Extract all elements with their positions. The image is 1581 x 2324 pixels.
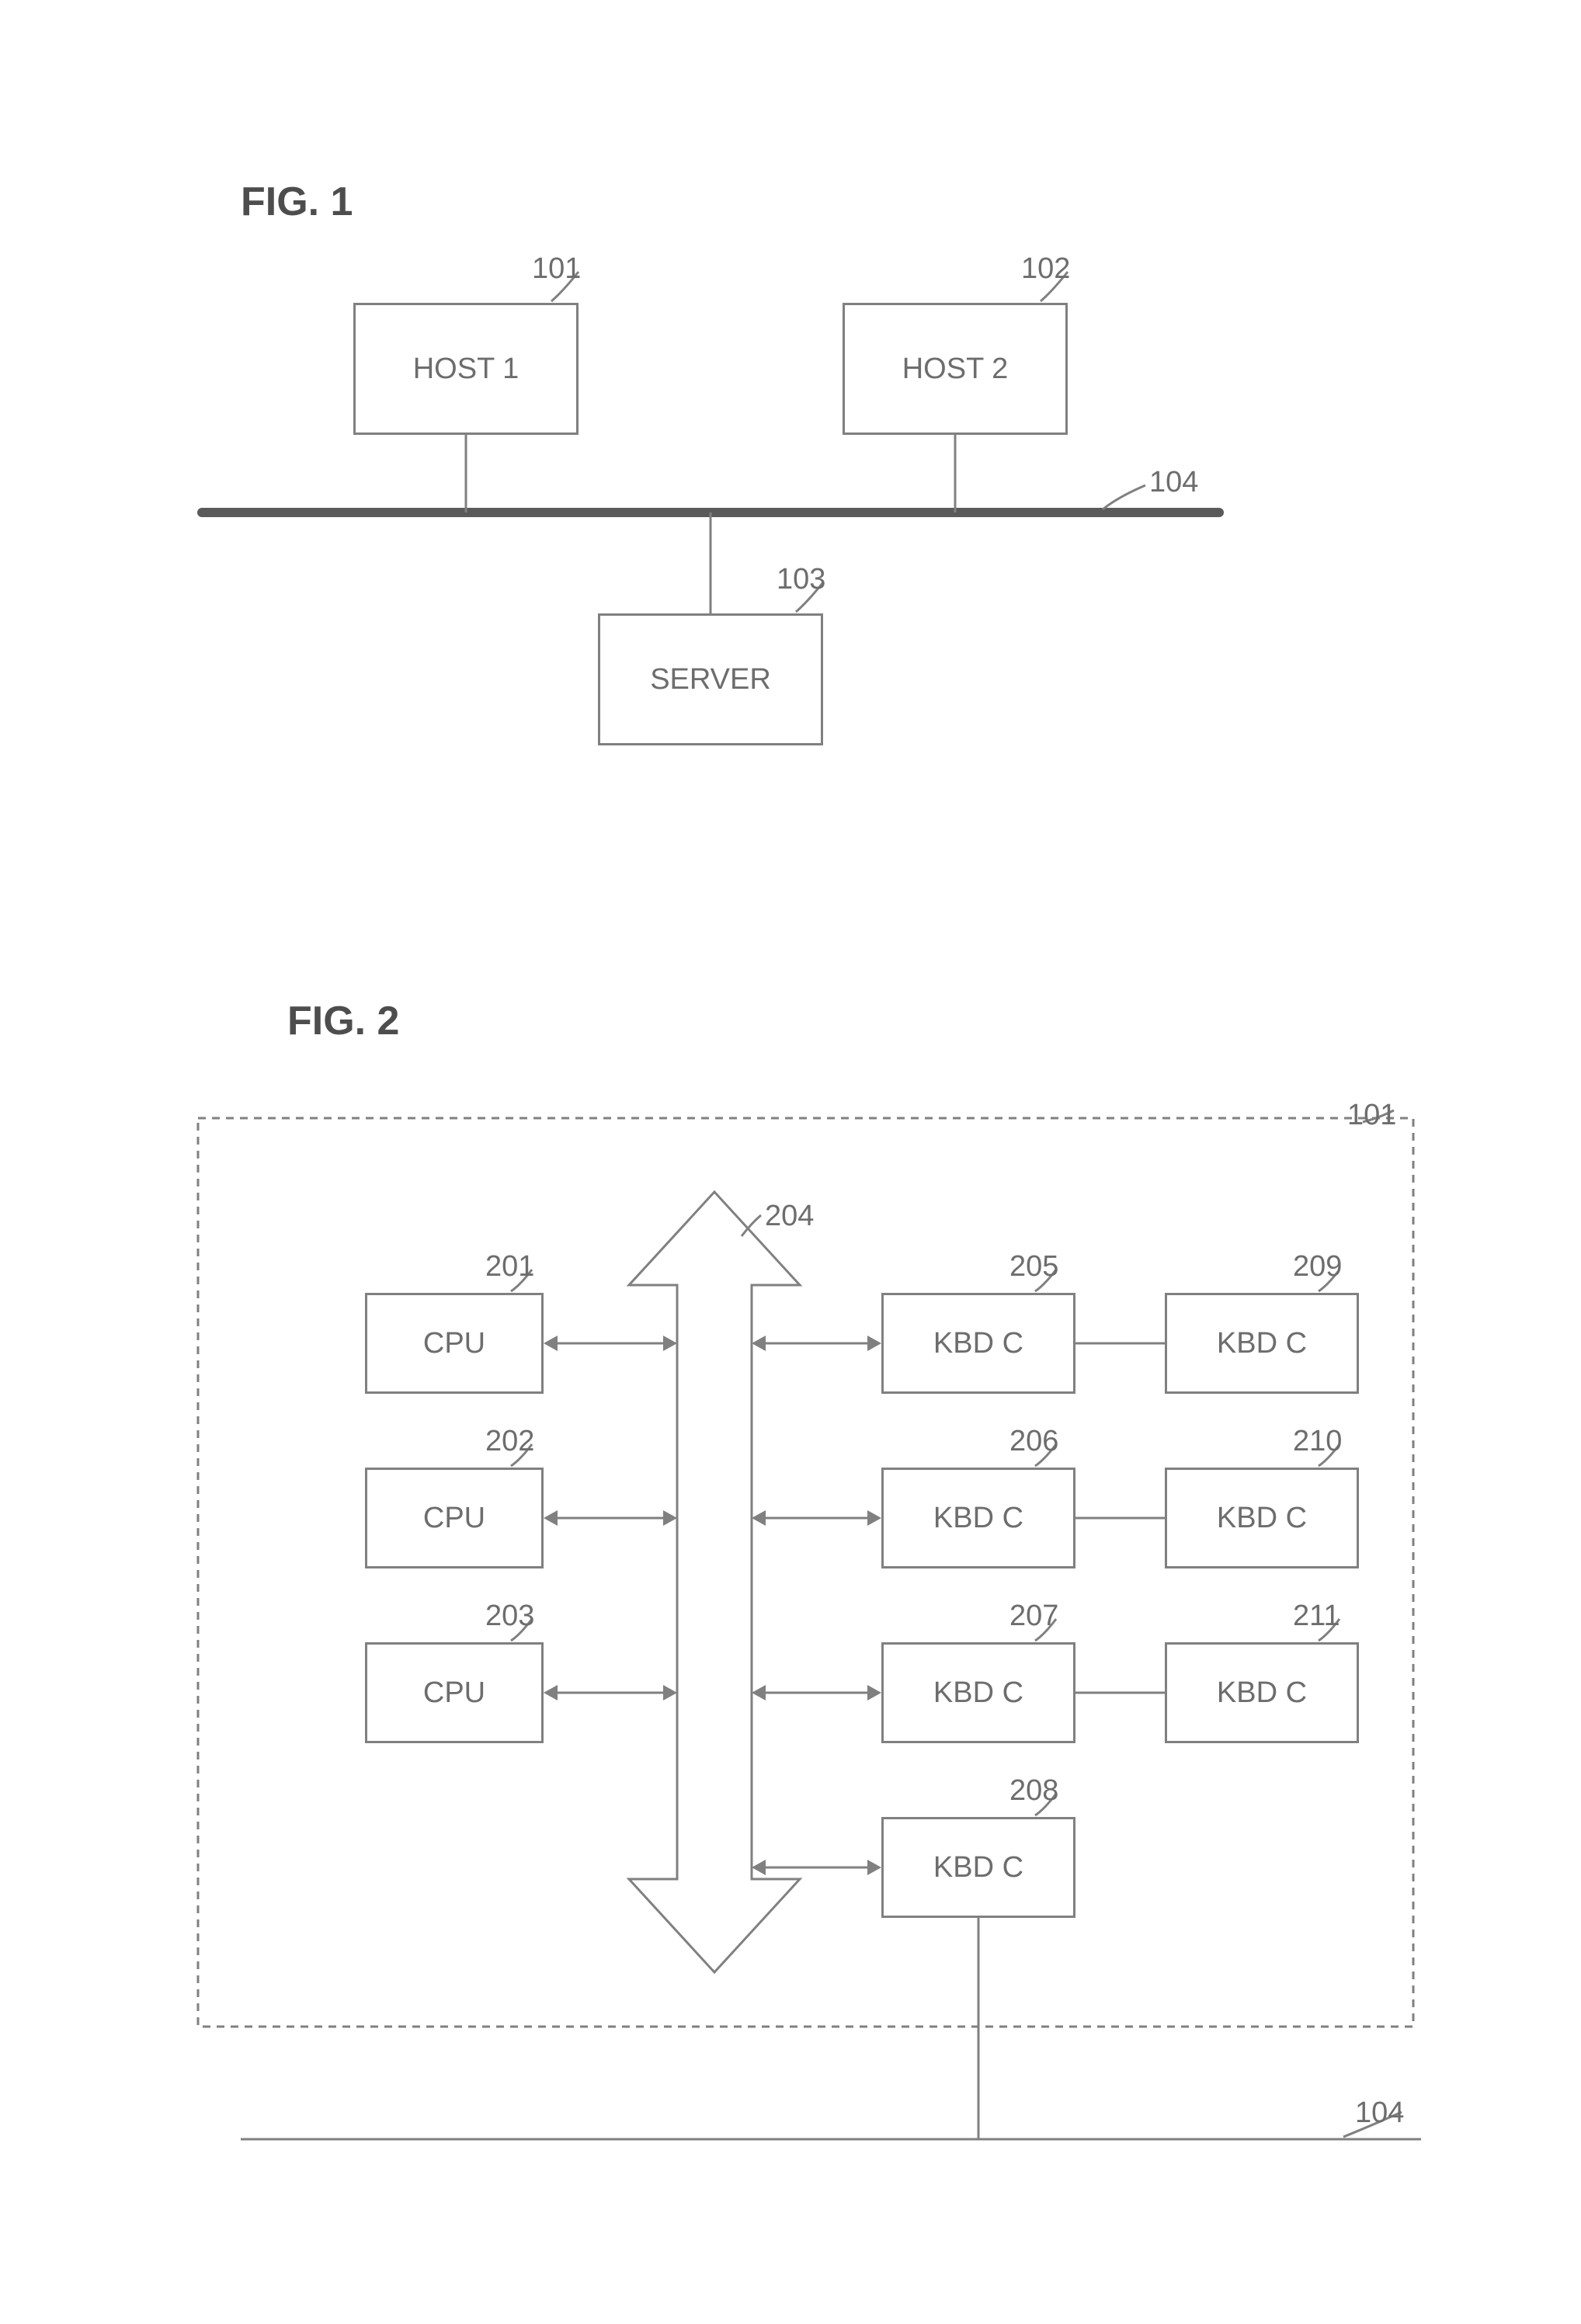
fig2-ref-203: 203 — [485, 1600, 534, 1633]
fig1-ref-104: 104 — [1149, 466, 1198, 499]
fig2-box-kbdc3: KBD C — [881, 1642, 1075, 1743]
fig1-ref-101: 101 — [532, 252, 581, 286]
fig2-ref-207: 207 — [1009, 1600, 1058, 1633]
fig2-box-kbdc6: KBD C — [1165, 1468, 1359, 1568]
diagram-svg — [0, 0, 1581, 2324]
fig2-title: FIG. 2 — [287, 998, 399, 1044]
fig2-box-kbdc2: KBD C — [881, 1468, 1075, 1568]
fig2-box-cpu1: CPU — [365, 1293, 544, 1394]
fig2-box-cpu3: CPU — [365, 1642, 544, 1743]
fig2-ref-204: 204 — [765, 1200, 814, 1233]
fig2-box-cpu2: CPU — [365, 1468, 544, 1568]
fig2-box-kbdc4: KBD C — [881, 1817, 1075, 1918]
fig2-ref-211: 211 — [1293, 1600, 1340, 1633]
fig1-title: FIG. 1 — [241, 179, 353, 225]
fig1-ref-103: 103 — [777, 563, 825, 596]
fig2-box-kbdc1: KBD C — [881, 1293, 1075, 1394]
fig2-ref-210: 210 — [1293, 1425, 1342, 1458]
fig2-box-kbdc5: KBD C — [1165, 1293, 1359, 1394]
fig2-box-kbdc7: KBD C — [1165, 1642, 1359, 1743]
fig2-ref-202: 202 — [485, 1425, 534, 1458]
fig2-ref-104: 104 — [1355, 2096, 1404, 2130]
fig1-box-host2: HOST 2 — [843, 303, 1068, 435]
fig2-ref-208: 208 — [1009, 1774, 1058, 1808]
fig1-box-server: SERVER — [598, 613, 823, 745]
fig2-ref-201: 201 — [485, 1250, 534, 1284]
fig2-ref-209: 209 — [1293, 1250, 1342, 1284]
fig2-ref-101: 101 — [1347, 1099, 1396, 1132]
fig1-box-host1: HOST 1 — [353, 303, 579, 435]
fig2-ref-206: 206 — [1009, 1425, 1058, 1458]
fig1-ref-102: 102 — [1021, 252, 1070, 286]
fig2-ref-205: 205 — [1009, 1250, 1058, 1284]
